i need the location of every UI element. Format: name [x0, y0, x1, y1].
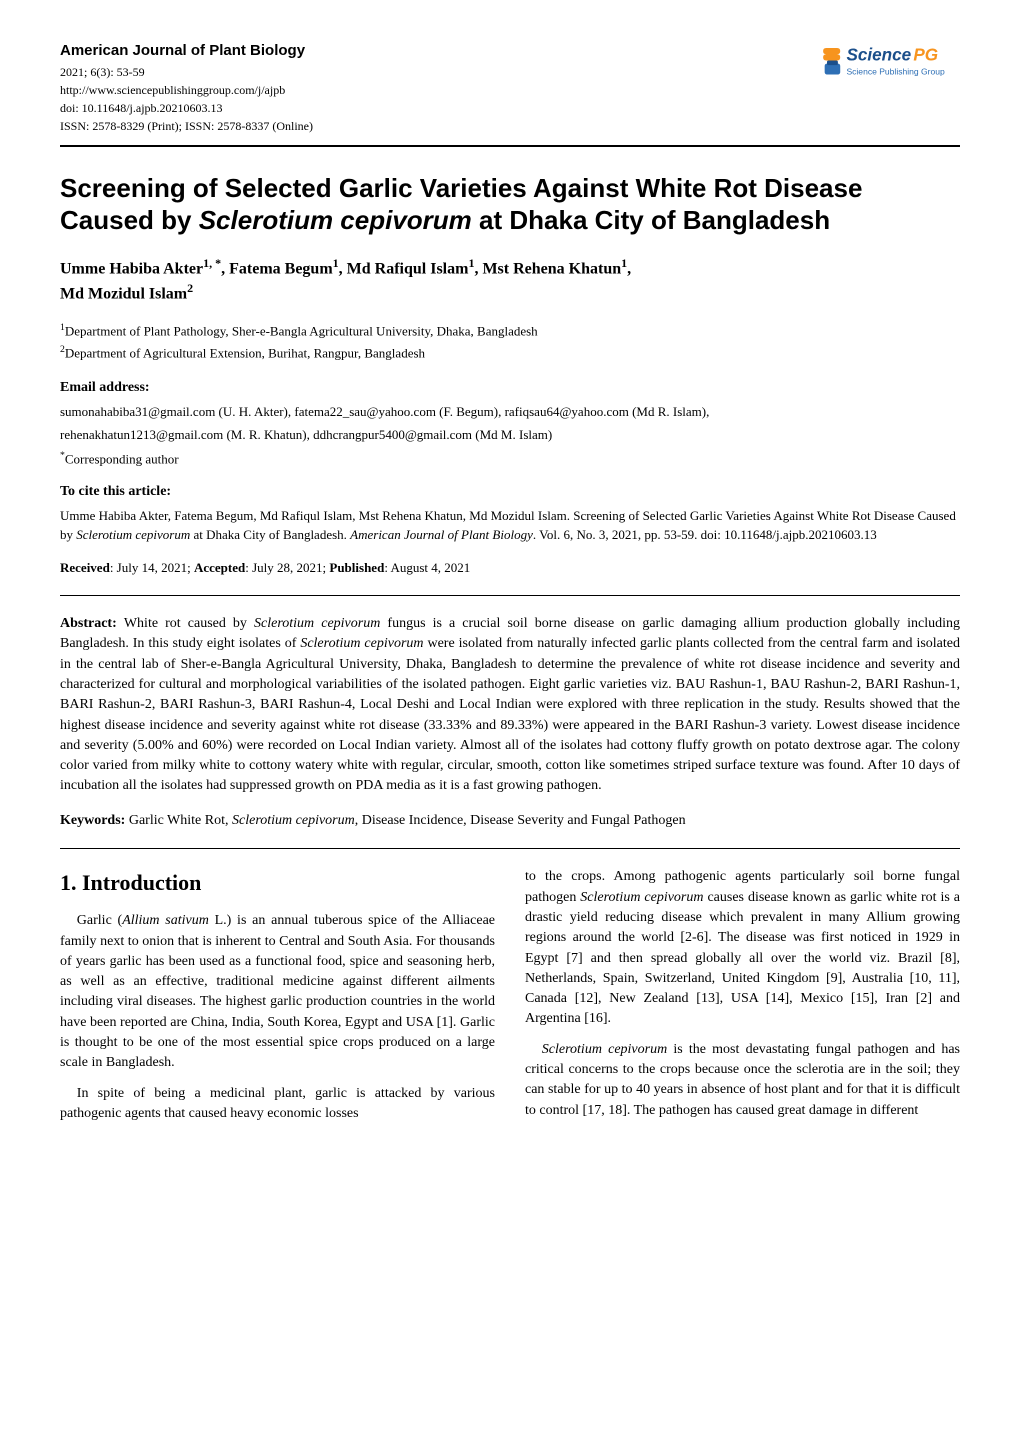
cite-post: . Vol. 6, No. 3, 2021, pp. 53-59. doi: 1… [533, 527, 877, 542]
cite-mid: at Dhaka City of Bangladesh. [190, 527, 350, 542]
title-text-post: at Dhaka City of Bangladesh [472, 205, 830, 235]
p1-pre: Garlic ( [77, 913, 122, 928]
journal-name: American Journal of Plant Biology [60, 40, 313, 63]
intro-para-2: In spite of being a medicinal plant, gar… [60, 1084, 495, 1125]
journal-info-block: American Journal of Plant Biology 2021; … [60, 40, 313, 135]
email-line-2: rehenakhatun1213@gmail.com (M. R. Khatun… [60, 425, 960, 445]
column-left: 1. Introduction Garlic (Allium sativum L… [60, 867, 495, 1134]
received-label: Received [60, 560, 110, 575]
intro-para-1: Garlic (Allium sativum L.) is an annual … [60, 911, 495, 1073]
accepted-label: Accepted [194, 560, 245, 575]
journal-issn: ISSN: 2578-8329 (Print); ISSN: 2578-8337… [60, 117, 313, 135]
column-right: to the crops. Among pathogenic agents pa… [525, 867, 960, 1134]
corresponding-text: Corresponding author [65, 451, 179, 466]
publisher-logo: Science PG Science Publishing Group [820, 40, 960, 102]
citation: Umme Habiba Akter, Fatema Begum, Md Rafi… [60, 506, 960, 545]
author-3: , Md Rafiqul Islam [339, 260, 469, 277]
p2c-post: causes disease known as garlic white rot… [525, 890, 960, 1027]
keywords-post: , Disease Incidence, Disease Severity an… [355, 813, 686, 828]
svg-text:PG: PG [913, 46, 938, 65]
affiliation-2-text: Department of Agricultural Extension, Bu… [65, 345, 425, 360]
author-5-sup: 2 [187, 281, 193, 295]
divider-2 [60, 848, 960, 849]
author-4: , Mst Rehena Khatun [474, 260, 621, 277]
top-divider [60, 145, 960, 147]
cite-italic-2: American Journal of Plant Biology [350, 527, 533, 542]
keywords-italic: Sclerotium cepivorum [232, 813, 355, 828]
logo-subtitle: Science Publishing Group [846, 67, 945, 77]
received-date: : July 14, 2021; [110, 560, 194, 575]
affiliation-2: 2Department of Agricultural Extension, B… [60, 342, 960, 364]
journal-url: http://www.sciencepublishinggroup.com/j/… [60, 81, 313, 99]
article-title: Screening of Selected Garlic Varieties A… [60, 172, 960, 237]
journal-doi: doi: 10.11648/j.ajpb.20210603.13 [60, 99, 313, 117]
corresponding-author: *Corresponding author [60, 449, 960, 469]
keywords-label: Keywords: [60, 813, 129, 828]
intro-para-2-cont: to the crops. Among pathogenic agents pa… [525, 867, 960, 1029]
p2c-italic: Sclerotium cepivorum [580, 890, 703, 905]
email-label: Email address: [60, 378, 960, 398]
affiliations: 1Department of Plant Pathology, Sher-e-B… [60, 320, 960, 364]
author-1-sup: 1, * [203, 256, 221, 270]
dates: Received: July 14, 2021; Accepted: July … [60, 559, 960, 577]
affiliation-1-text: Department of Plant Pathology, Sher-e-Ba… [65, 323, 538, 338]
p3-italic: Sclerotium cepivorum [542, 1042, 667, 1057]
sciencepg-logo-icon: Science PG Science Publishing Group [820, 40, 960, 95]
title-text-italic: Sclerotium cepivorum [199, 205, 472, 235]
published-label: Published [329, 560, 384, 575]
abstract-italic-1: Sclerotium cepivorum [254, 616, 380, 631]
published-date: : August 4, 2021 [384, 560, 470, 575]
abstract-pre: White rot caused by [124, 616, 254, 631]
affiliation-1: 1Department of Plant Pathology, Sher-e-B… [60, 320, 960, 342]
authors: Umme Habiba Akter1, *, Fatema Begum1, Md… [60, 255, 960, 306]
section-1-heading: 1. Introduction [60, 867, 495, 899]
header: American Journal of Plant Biology 2021; … [60, 40, 960, 135]
email-line-1: sumonahabiba31@gmail.com (U. H. Akter), … [60, 402, 960, 422]
accepted-date: : July 28, 2021; [245, 560, 329, 575]
divider-1 [60, 595, 960, 596]
intro-para-3: Sclerotium cepivorum is the most devasta… [525, 1040, 960, 1121]
body-columns: 1. Introduction Garlic (Allium sativum L… [60, 867, 960, 1134]
cite-label: To cite this article: [60, 482, 960, 502]
p1-italic: Allium sativum [122, 913, 209, 928]
journal-issue: 2021; 6(3): 53-59 [60, 63, 313, 81]
svg-text:Science: Science [846, 46, 911, 65]
author-2: , Fatema Begum [221, 260, 333, 277]
p1-post: L.) is an annual tuberous spice of the A… [60, 913, 495, 1070]
author-sep: , [627, 260, 631, 277]
cite-italic-1: Sclerotium cepivorum [76, 527, 190, 542]
abstract-italic-2: Sclerotium cepivorum [300, 636, 423, 651]
abstract-label: Abstract: [60, 616, 124, 631]
keywords: Keywords: Garlic White Rot, Sclerotium c… [60, 811, 960, 831]
abstract: Abstract: White rot caused by Sclerotium… [60, 614, 960, 797]
author-1: Umme Habiba Akter [60, 260, 203, 277]
abstract-post: were isolated from naturally infected ga… [60, 636, 960, 793]
author-5: Md Mozidul Islam [60, 286, 187, 303]
keywords-pre: Garlic White Rot, [129, 813, 232, 828]
